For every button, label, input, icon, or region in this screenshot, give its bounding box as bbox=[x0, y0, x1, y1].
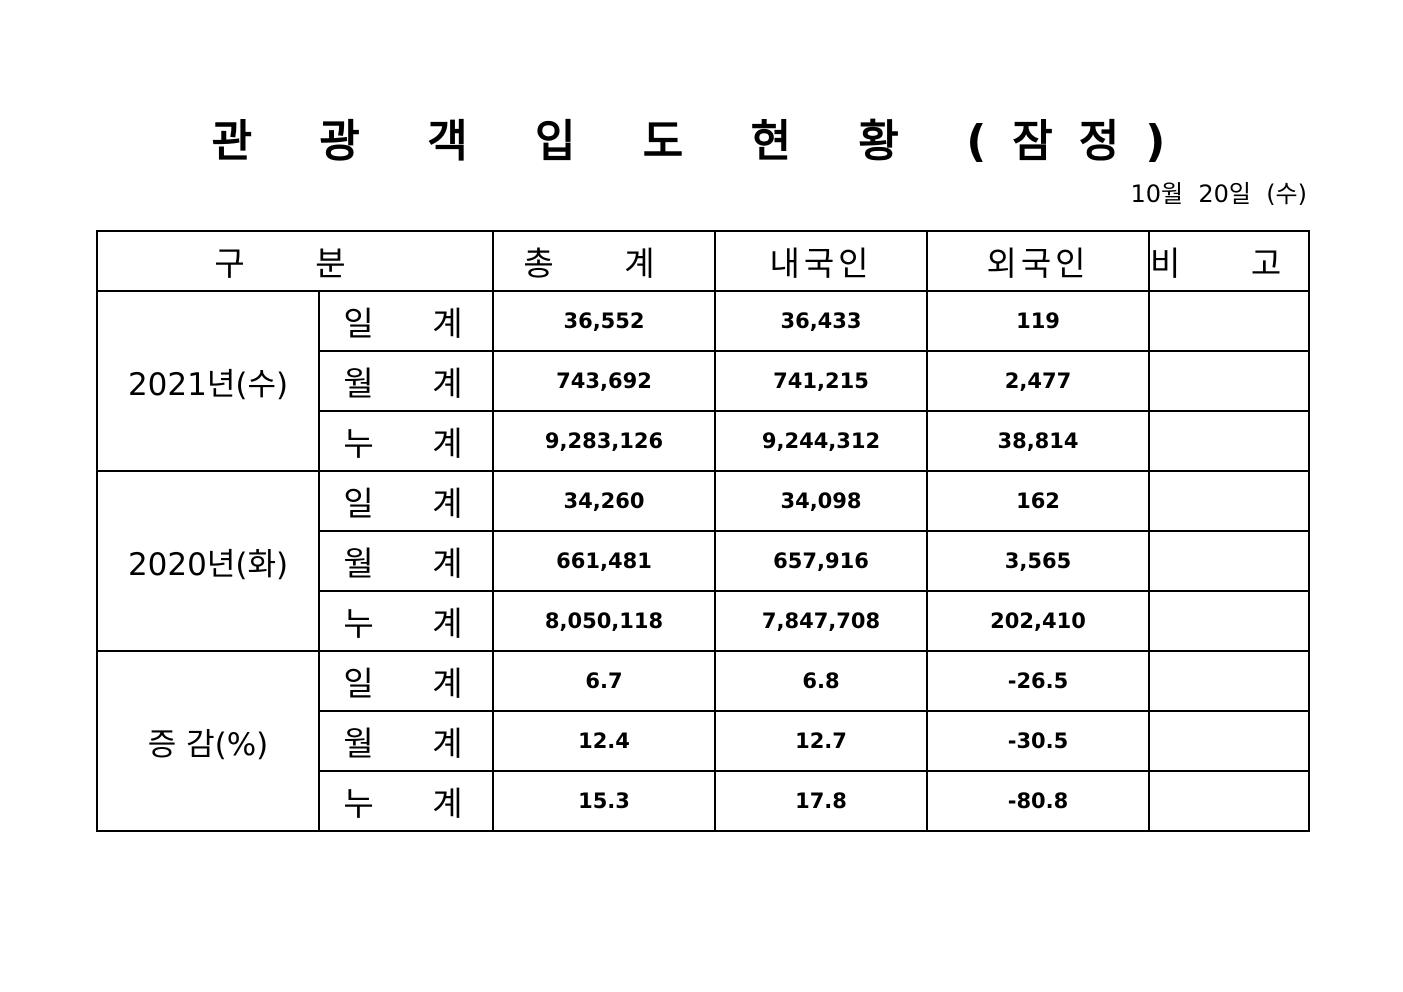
cell-remarks bbox=[1148, 530, 1310, 592]
cell-foreign: 2,477 bbox=[926, 350, 1150, 412]
table-row: 증 감(%) 일 계 6.7 6.8 -26.5 bbox=[96, 650, 1310, 832]
cell-domestic: 6.8 bbox=[714, 650, 928, 712]
cell-domestic: 7,847,708 bbox=[714, 590, 928, 652]
cell-total: 15.3 bbox=[492, 770, 716, 832]
cell-foreign: 38,814 bbox=[926, 410, 1150, 472]
row-label: 월 계 bbox=[318, 350, 494, 412]
group-label: 증 감(%) bbox=[96, 650, 320, 832]
table-row: 월 계 12.4 12.7 -30.5 bbox=[97, 710, 1310, 772]
header-total: 총 계 bbox=[492, 230, 716, 292]
cell-domestic: 657,916 bbox=[714, 530, 928, 592]
cell-domestic: 741,215 bbox=[714, 350, 928, 412]
cell-total: 36,552 bbox=[492, 290, 716, 352]
page-title: 관 광 객 입 도 현 황 (잠정) bbox=[211, 116, 1192, 167]
cell-remarks bbox=[1148, 410, 1310, 472]
table-row: 누 계 9,283,126 9,244,312 38,814 bbox=[97, 410, 1310, 472]
tourist-arrivals-table: 구 분 총 계 내국인 외국인 비 고 2021년(수) 일 계 36,552 … bbox=[96, 230, 1310, 832]
table-row: 누 계 8,050,118 7,847,708 202,410 bbox=[97, 590, 1310, 652]
cell-total: 743,692 bbox=[492, 350, 716, 412]
cell-domestic: 34,098 bbox=[714, 470, 928, 532]
cell-foreign: 3,565 bbox=[926, 530, 1150, 592]
cell-remarks bbox=[1148, 350, 1310, 412]
cell-total: 8,050,118 bbox=[492, 590, 716, 652]
row-label: 누 계 bbox=[318, 590, 494, 652]
group-label: 2020년(화) bbox=[96, 470, 320, 652]
row-label: 누 계 bbox=[318, 770, 494, 832]
group-label: 2021년(수) bbox=[96, 290, 320, 472]
row-label: 월 계 bbox=[318, 710, 494, 772]
cell-total: 6.7 bbox=[492, 650, 716, 712]
row-label: 누 계 bbox=[318, 410, 494, 472]
row-label: 일 계 bbox=[318, 290, 494, 352]
header-foreign: 외국인 bbox=[926, 230, 1150, 292]
table-row: 누 계 15.3 17.8 -80.8 bbox=[97, 770, 1310, 832]
cell-foreign: -80.8 bbox=[926, 770, 1150, 832]
table-row: 월 계 743,692 741,215 2,477 bbox=[97, 350, 1310, 412]
cell-remarks bbox=[1148, 470, 1310, 532]
header-remarks: 비 고 bbox=[1148, 230, 1310, 292]
cell-remarks bbox=[1148, 770, 1310, 832]
cell-domestic: 9,244,312 bbox=[714, 410, 928, 472]
row-label: 월 계 bbox=[318, 530, 494, 592]
cell-foreign: 119 bbox=[926, 290, 1150, 352]
cell-foreign: -26.5 bbox=[926, 650, 1150, 712]
cell-domestic: 12.7 bbox=[714, 710, 928, 772]
cell-total: 661,481 bbox=[492, 530, 716, 592]
cell-total: 12.4 bbox=[492, 710, 716, 772]
cell-foreign: 162 bbox=[926, 470, 1150, 532]
cell-foreign: -30.5 bbox=[926, 710, 1150, 772]
table-row: 2021년(수) 일 계 36,552 36,433 119 bbox=[96, 290, 1310, 472]
row-label: 일 계 bbox=[318, 650, 494, 712]
row-label: 일 계 bbox=[318, 470, 494, 532]
cell-total: 34,260 bbox=[492, 470, 716, 532]
header-category: 구 분 bbox=[96, 230, 494, 292]
report-date: 10월 20일 (수) bbox=[1130, 180, 1307, 208]
cell-foreign: 202,410 bbox=[926, 590, 1150, 652]
cell-remarks bbox=[1148, 650, 1310, 712]
cell-domestic: 36,433 bbox=[714, 290, 928, 352]
table-row: 2020년(화) 일 계 34,260 34,098 162 bbox=[96, 470, 1310, 652]
table-row: 월 계 661,481 657,916 3,565 bbox=[97, 530, 1310, 592]
cell-remarks bbox=[1148, 590, 1310, 652]
cell-remarks bbox=[1148, 710, 1310, 772]
cell-total: 9,283,126 bbox=[492, 410, 716, 472]
cell-remarks bbox=[1148, 290, 1310, 352]
cell-domestic: 17.8 bbox=[714, 770, 928, 832]
header-domestic: 내국인 bbox=[714, 230, 928, 292]
table-header-row: 구 분 총 계 내국인 외국인 비 고 bbox=[96, 230, 1310, 292]
